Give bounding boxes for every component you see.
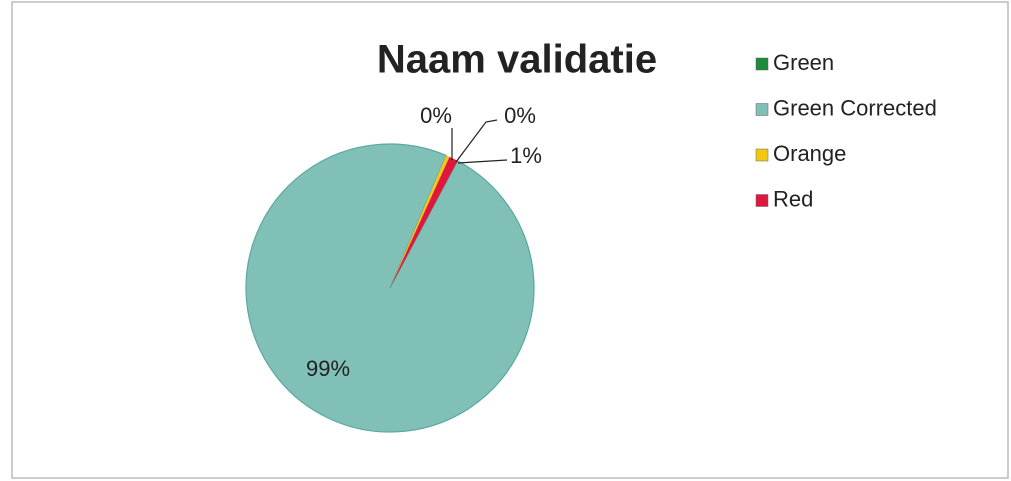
legend-label: Green Corrected (773, 95, 937, 120)
data-label: 0% (504, 103, 536, 128)
pie-slice (390, 156, 458, 288)
leader-line (455, 119, 498, 163)
pie-slice (390, 155, 450, 288)
legend-swatch (755, 103, 769, 116)
legend-swatch (755, 194, 769, 207)
legend-label: Green (773, 50, 834, 75)
legend-label: Orange (773, 141, 846, 166)
data-label: 99% (306, 356, 350, 381)
leader-line (457, 159, 508, 164)
pie-slice (245, 143, 535, 433)
legend-swatch (755, 57, 769, 71)
legend-swatch (755, 148, 769, 162)
legend-label: Red (773, 186, 813, 211)
data-label: 1% (510, 143, 542, 168)
chart-title: Naam validatie (377, 38, 657, 82)
data-label: 0% (420, 103, 452, 128)
